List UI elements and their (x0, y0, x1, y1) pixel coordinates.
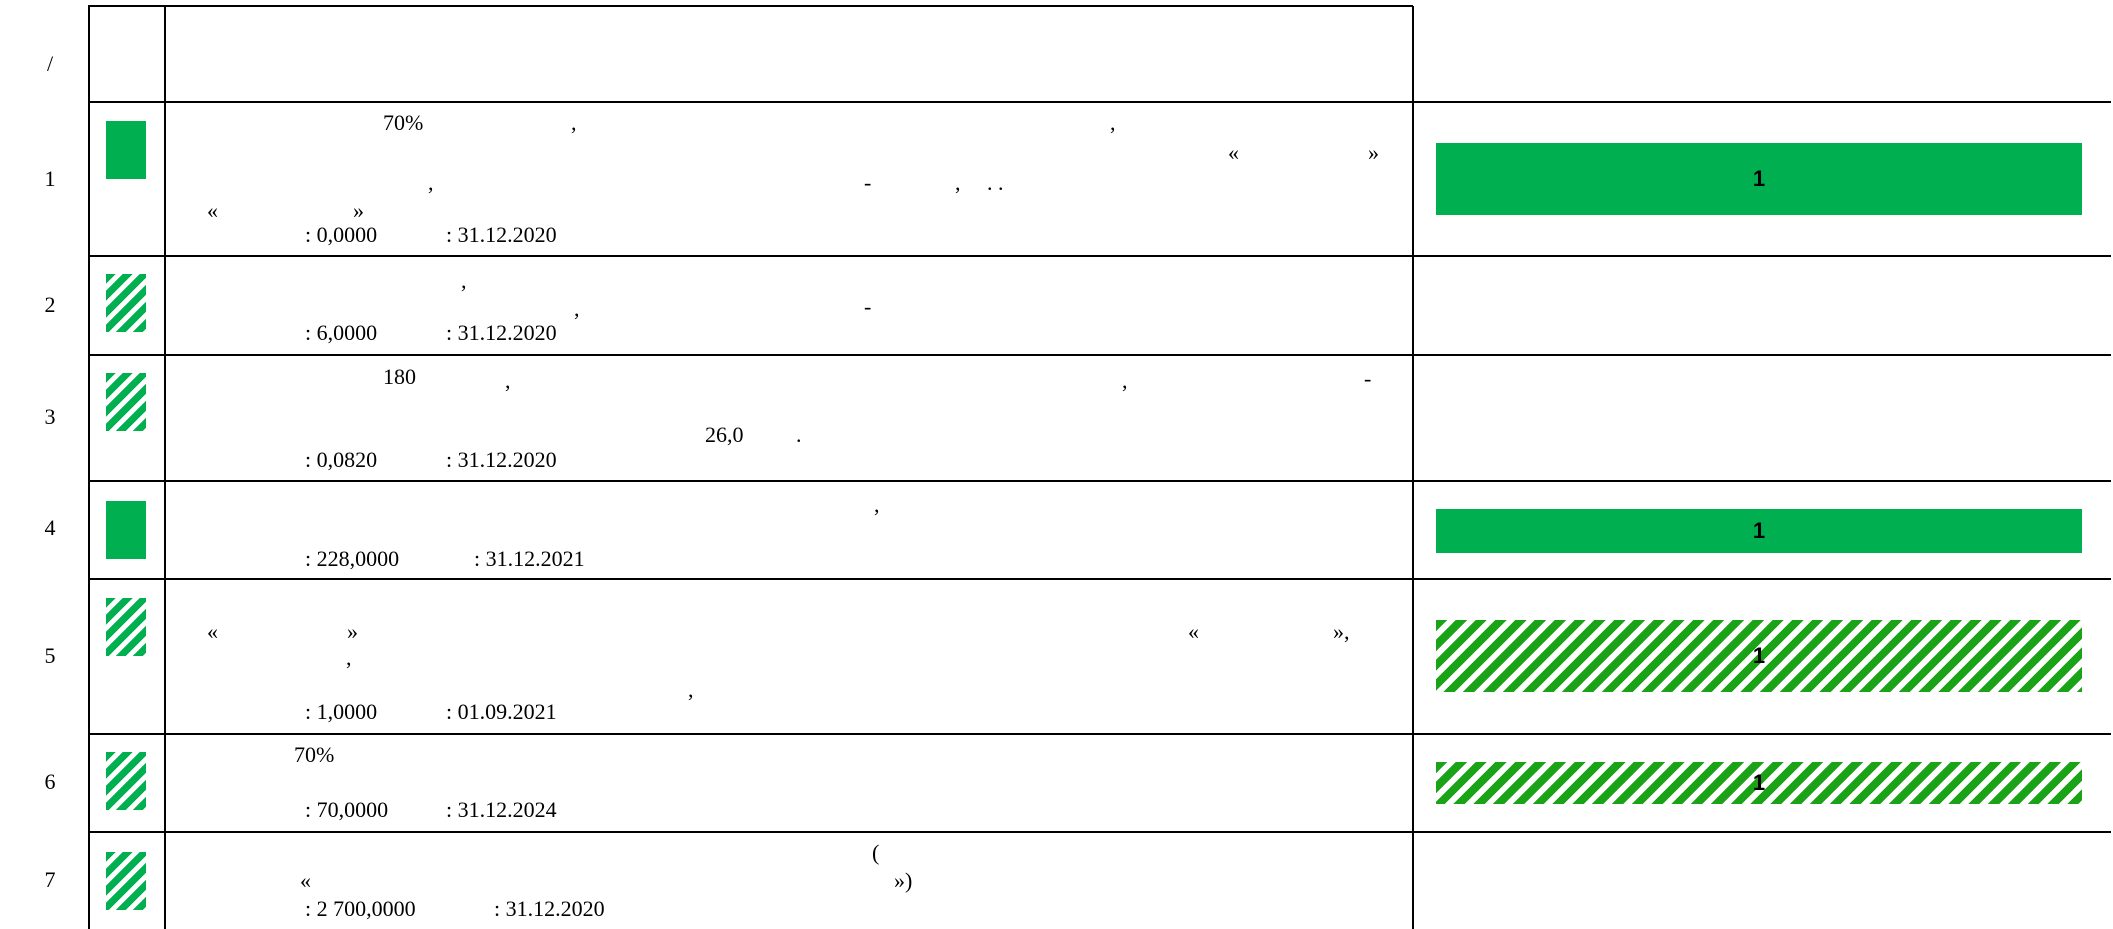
status-marker-hatched (106, 752, 146, 810)
row-number: 5 (44, 643, 56, 668)
header-number-column: / (46, 51, 54, 76)
row-divider (88, 733, 2111, 735)
row-text: ( (872, 840, 880, 865)
status-marker-hatched (106, 373, 146, 431)
status-marker-hatched (106, 274, 146, 332)
column-divider (1412, 6, 1414, 929)
row-text: , (688, 677, 694, 702)
gantt-bar-hatched: 1 (1436, 762, 2082, 804)
row-divider (88, 480, 2111, 482)
row-text: - (864, 170, 872, 195)
row-text: - (864, 294, 872, 319)
row-text: : 1,0000 (305, 699, 378, 724)
row-text: , (505, 368, 511, 393)
column-divider (88, 6, 90, 929)
row-text: : 31.12.2020 (446, 222, 557, 247)
status-marker-hatched (106, 852, 146, 910)
row-text: « (1228, 140, 1239, 165)
row-text: ») (894, 868, 913, 893)
status-marker-hatched (106, 598, 146, 656)
row-text: , (346, 645, 352, 670)
row-text: : 31.12.2024 (446, 797, 557, 822)
row-number: 4 (44, 515, 56, 540)
row-text: 26,0 (705, 422, 744, 447)
row-text: : 6,0000 (305, 320, 378, 345)
row-text: » (1368, 140, 1379, 165)
row-divider (88, 578, 2111, 580)
gantt-bar-hatched: 1 (1436, 620, 2082, 692)
row-text: , (571, 110, 577, 135)
row-text: » (353, 198, 364, 223)
gantt-bar-solid: 1 (1436, 143, 2082, 215)
row-text: », (1333, 619, 1350, 644)
status-marker-solid (106, 121, 146, 179)
row-text: : 0,0820 (305, 447, 378, 472)
row-divider (88, 101, 2111, 103)
row-text: « (207, 619, 218, 644)
row-text: : 31.12.2020 (446, 320, 557, 345)
row-text: , (574, 296, 580, 321)
row-text: : 70,0000 (305, 797, 389, 822)
row-number: 2 (44, 292, 56, 317)
row-text: « (300, 868, 311, 893)
row-text: : 0,0000 (305, 222, 378, 247)
row-text: , (874, 492, 880, 517)
row-number: 6 (44, 769, 56, 794)
row-divider (88, 354, 2111, 356)
row-text: « (1188, 619, 1199, 644)
row-text: 70% (383, 110, 424, 135)
table-border-top (88, 5, 1413, 7)
row-number: 7 (44, 867, 56, 892)
row-text: - (1364, 366, 1372, 391)
status-marker-solid (106, 501, 146, 559)
row-text: « (207, 198, 218, 223)
row-text: 180 (383, 364, 416, 389)
row-text: » (347, 619, 358, 644)
row-text: : 2 700,0000 (305, 896, 416, 921)
column-divider (164, 6, 166, 929)
row-text: : 31.12.2021 (474, 546, 585, 571)
row-divider (88, 255, 2111, 257)
row-text: 70% (294, 742, 335, 767)
row-text: . (796, 422, 802, 447)
row-number: 1 (44, 166, 56, 191)
row-text: : 01.09.2021 (446, 699, 557, 724)
row-text: : 31.12.2020 (494, 896, 605, 921)
row-divider (88, 831, 2111, 833)
row-number: 3 (44, 404, 56, 429)
row-text: , (955, 170, 961, 195)
row-text: : 31.12.2020 (446, 447, 557, 472)
row-text: , (1110, 110, 1116, 135)
row-text: : 228,0000 (305, 546, 400, 571)
row-text: . . (987, 170, 1004, 195)
gantt-bar-solid: 1 (1436, 509, 2082, 553)
row-text: , (461, 268, 467, 293)
row-text: , (428, 170, 434, 195)
row-text: , (1122, 368, 1128, 393)
